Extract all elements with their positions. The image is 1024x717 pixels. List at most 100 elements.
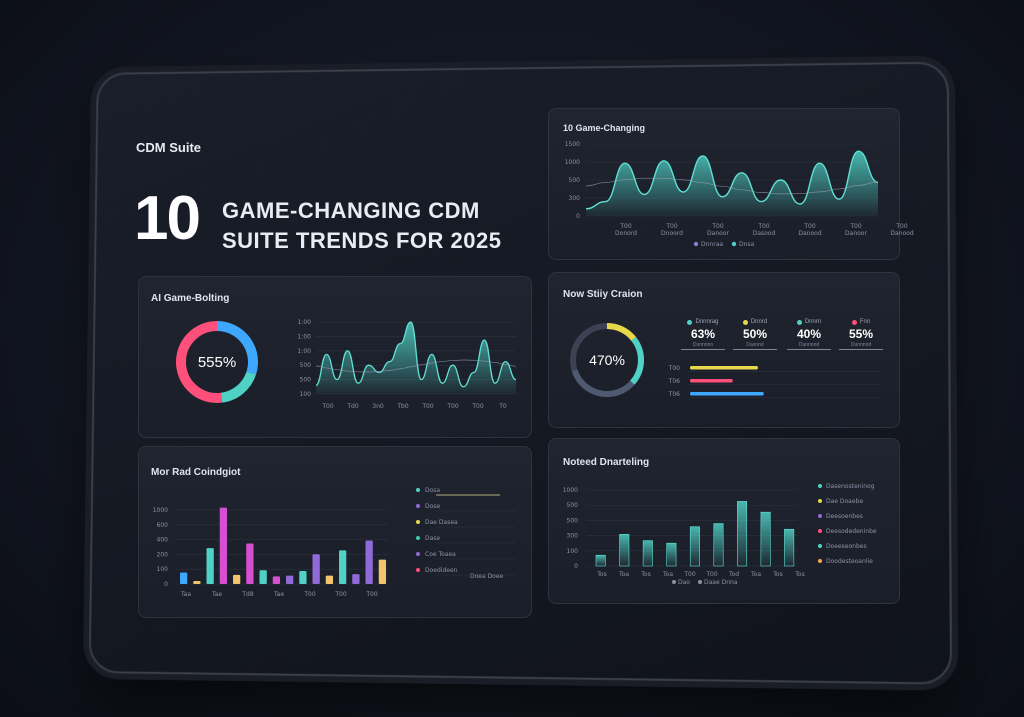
x-tick-label: Tod	[728, 571, 739, 578]
x-tick-label: Toa	[618, 571, 629, 578]
x-tick-label: Tb0	[396, 403, 408, 410]
bar	[643, 541, 652, 566]
bar	[667, 543, 676, 566]
x-tick-label: Td8	[241, 591, 253, 598]
bar	[207, 548, 214, 584]
hero-number: 10	[134, 188, 199, 250]
x-subtick-label: Danoor	[707, 230, 729, 237]
x-subtick-label: Dnoord	[661, 230, 683, 237]
ring-accent	[632, 339, 641, 383]
bar	[246, 544, 253, 584]
x-tick-label: T00	[665, 223, 677, 230]
bar	[714, 524, 723, 566]
area-chart-top-right: 150010005003000T00DonordT00DnoordT00Dano…	[548, 108, 900, 260]
legend-label: Dae Doaebe	[826, 498, 863, 505]
x-tick-label: Toa	[750, 571, 761, 578]
legend-label: Dae Dasea	[425, 519, 458, 526]
bar-chart-bottom-left: 10006004002001000Taa Tae Td8 Tae T00 T00 T00Do…	[138, 446, 532, 618]
x-tick-label: T00	[365, 591, 377, 598]
y-tick-label: 1000	[565, 159, 580, 166]
x-tick-label: 3n0	[372, 403, 384, 410]
x-tick-label: T00	[711, 223, 723, 230]
x-tick-label: T00	[895, 223, 907, 230]
legend-label: Dosa	[425, 487, 440, 494]
legend-dot	[416, 536, 420, 540]
legend-label: Dnnraa	[701, 241, 723, 248]
y-tick-label: 0	[576, 213, 580, 220]
legend-dot	[818, 514, 822, 518]
bar	[313, 554, 320, 584]
y-tick-label: 100	[157, 566, 169, 573]
y-tick-label: 0	[164, 581, 168, 588]
bar	[596, 555, 605, 566]
bar	[352, 574, 359, 584]
x-tick-label: Tos	[596, 571, 606, 578]
x-tick-label: T00	[421, 403, 433, 410]
x-subtick-label: Danood	[890, 230, 913, 237]
legend-dot	[818, 499, 822, 503]
y-tick-label: 500	[567, 517, 579, 524]
y-tick-label: 500	[300, 362, 312, 369]
y-tick-label: 400	[157, 537, 169, 544]
y-tick-label: 100	[567, 548, 579, 555]
x-subtick-label: Danoor	[845, 230, 867, 237]
legend-label: Coe Toaea	[425, 551, 456, 558]
x-subtick-label: Danood	[798, 230, 821, 237]
y-tick-label: 1:00	[298, 348, 312, 355]
mid-right-charts: 470% T00 T06 T06	[548, 272, 900, 428]
bar	[260, 570, 267, 584]
bar	[737, 501, 746, 566]
legend-dot	[416, 568, 420, 572]
x-tick-label: T00	[303, 591, 315, 598]
y-tick-label: 1:00	[298, 333, 312, 340]
legend-label: Dnsa	[739, 241, 755, 248]
bar	[620, 534, 629, 566]
bar	[784, 529, 793, 566]
x-tick-label: T00	[446, 403, 458, 410]
y-tick-label: 1000	[153, 507, 168, 514]
bar	[233, 575, 240, 584]
legend-label: Dase	[425, 535, 440, 542]
y-tick-label: 600	[157, 522, 169, 529]
x-tick-label: T00	[849, 223, 861, 230]
legend-dot	[416, 552, 420, 556]
legend-dot	[818, 484, 822, 488]
bar-label: T06	[668, 391, 680, 398]
y-tick-label: 1:00	[298, 319, 312, 326]
x-tick-label: Tae	[211, 591, 222, 598]
bar	[180, 573, 187, 584]
legend-dot	[698, 580, 702, 584]
y-tick-label: 0	[574, 563, 578, 570]
legend-label: Dose	[425, 503, 440, 510]
bar-label: T06	[668, 378, 680, 385]
y-tick-label: 500	[567, 502, 579, 509]
legend-label: Doedideen	[425, 567, 458, 574]
y-tick-label: 1500	[565, 141, 580, 148]
x-tick-label: T0	[498, 403, 507, 410]
x-tick-label: T00	[321, 403, 333, 410]
ring-center-value: 470%	[589, 352, 625, 368]
legend-dot	[416, 520, 420, 524]
x-tick-label: T00	[803, 223, 815, 230]
progress-bar	[690, 366, 758, 370]
x-subtick-label: Dasood	[753, 230, 776, 237]
x-tick-label: T00	[757, 223, 769, 230]
y-tick-label: 100	[300, 391, 312, 398]
x-tick-label: Taa	[180, 591, 191, 598]
y-tick-label: 500	[569, 177, 581, 184]
x-tick-label: Tos	[640, 571, 650, 578]
x-tick-label: Tae	[273, 591, 284, 598]
bar	[299, 571, 306, 584]
legend-label: Deesoenbes	[826, 513, 863, 520]
brand-label: CDM Suite	[136, 140, 201, 155]
progress-bar	[690, 392, 764, 396]
bar	[761, 512, 770, 566]
x-tick-label: T00	[334, 591, 346, 598]
legend-label: Doeeseonbes	[826, 543, 867, 550]
legend-dot	[732, 242, 736, 246]
legend-dot	[818, 544, 822, 548]
hero-headline: GAME-CHANGING CDM SUITE TRENDS FOR 2025	[222, 196, 501, 256]
ring-accent	[607, 326, 634, 339]
bar	[273, 576, 280, 584]
bar	[326, 576, 333, 584]
